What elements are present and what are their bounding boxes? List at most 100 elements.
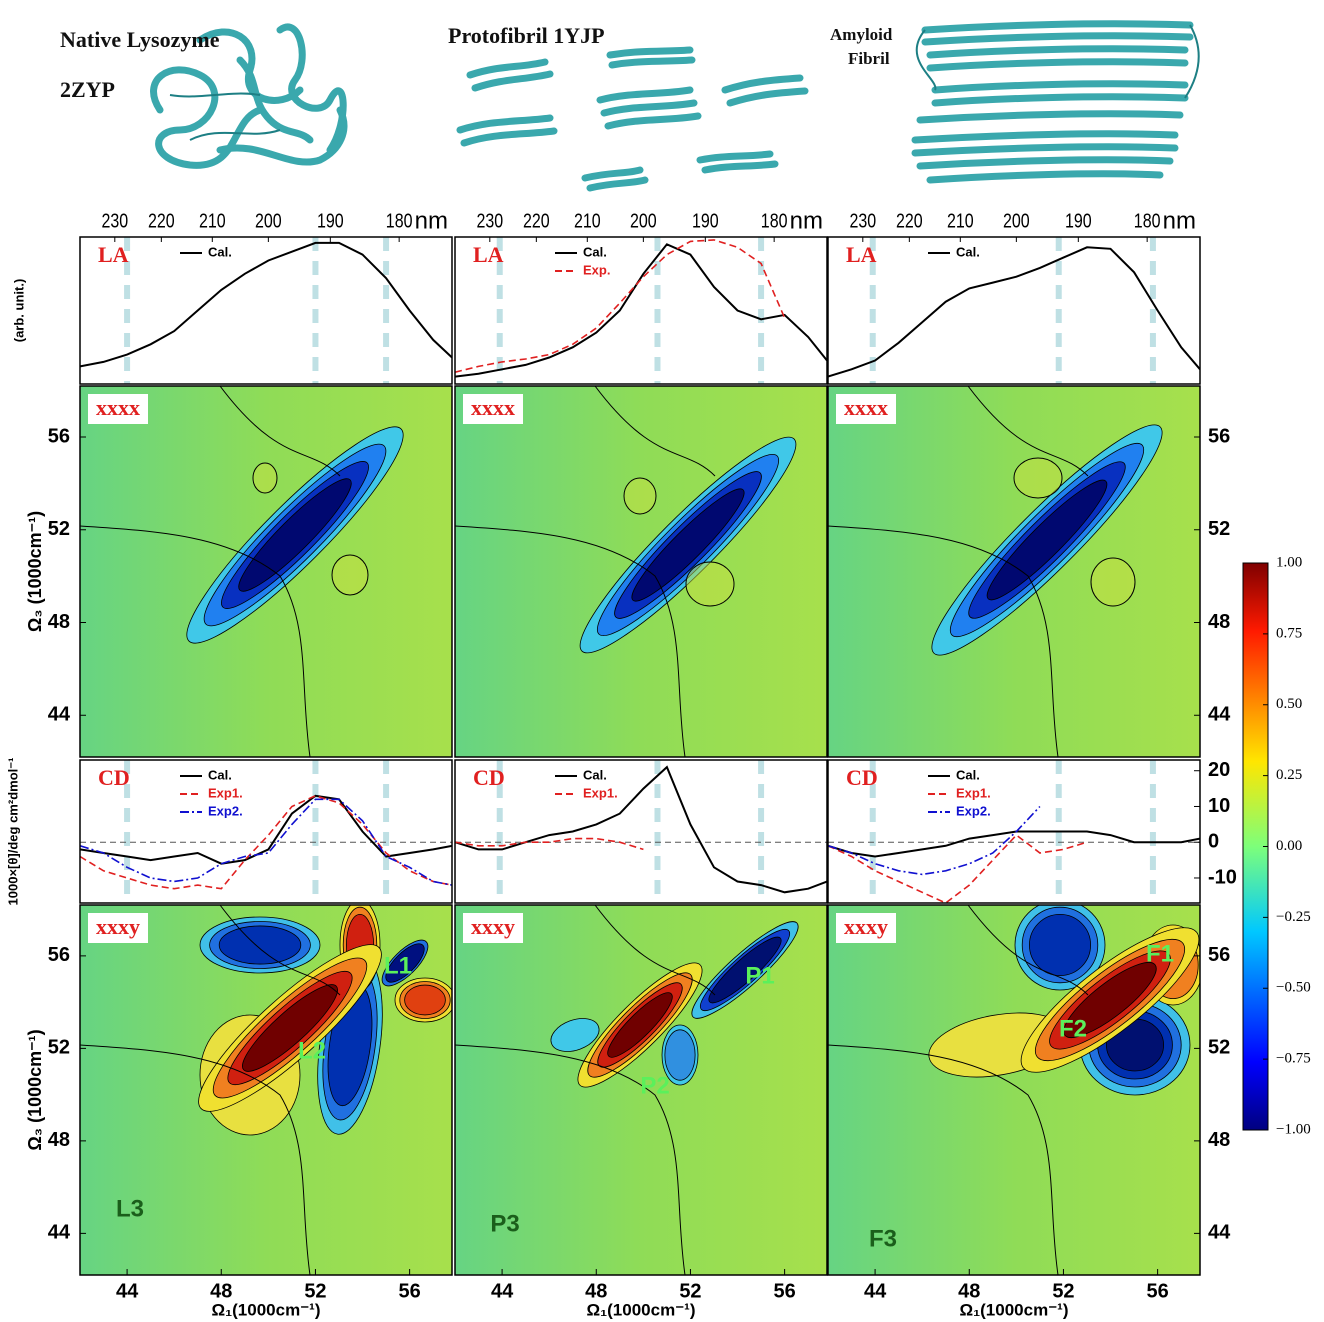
- panel: [828, 760, 1200, 903]
- top-tick-label: 200: [255, 210, 282, 232]
- y-tick-label: 0: [1208, 831, 1219, 853]
- peak-label: L2: [298, 1037, 326, 1064]
- top-tick-label: 230: [476, 210, 503, 232]
- peak-label: F2: [1059, 1015, 1087, 1042]
- contour-spot: [623, 477, 657, 515]
- panel-label: CD: [846, 765, 878, 790]
- series-line: [80, 794, 452, 890]
- panel: [828, 386, 1200, 757]
- structure-label: Native Lysozyme: [60, 27, 220, 52]
- heatmap-blob: [708, 936, 782, 1004]
- y-tick-label: 52: [48, 518, 70, 540]
- panel-frame: [79, 904, 453, 1276]
- panel-frame: [454, 759, 828, 904]
- contour-line: [455, 386, 716, 757]
- colorbar-tick-label: −0.25: [1276, 909, 1311, 925]
- structure-label: Amyloid: [830, 25, 893, 44]
- panel: [80, 237, 452, 384]
- panel: [80, 386, 452, 757]
- y-tick-label: 56: [48, 425, 70, 447]
- legend-label: Exp1.: [208, 785, 243, 800]
- top-tick-label: 200: [1003, 210, 1030, 232]
- legend-label: Cal.: [583, 244, 607, 259]
- heatmap-blob: [607, 992, 673, 1058]
- panel: [455, 760, 827, 903]
- top-tick-label: 180: [1134, 210, 1161, 232]
- structure-label: Protofibril 1YJP: [448, 23, 605, 48]
- series-line: [455, 837, 644, 851]
- heatmap-blob: [238, 478, 352, 592]
- colorbar-tick-label: 0.00: [1276, 838, 1302, 854]
- panel: [455, 237, 827, 384]
- y-tick-label: 20: [1208, 759, 1230, 781]
- panel-label-box: [88, 394, 148, 424]
- top-axis-unit: nm: [415, 207, 448, 234]
- x-tick-label: 52: [304, 1280, 326, 1302]
- top-tick-label: 230: [849, 210, 876, 232]
- peak-label: F3: [869, 1225, 897, 1252]
- series-line: [828, 805, 1041, 876]
- heatmap-blob: [404, 984, 446, 1016]
- colorbar-tick-label: 0.25: [1276, 767, 1302, 783]
- panel: [455, 386, 827, 757]
- contour-line: [828, 386, 1089, 757]
- plot-background: [455, 237, 827, 384]
- top-tick-label: 180: [761, 210, 788, 232]
- y-tick-label: 56: [1208, 425, 1230, 447]
- heatmap-blob: [242, 984, 338, 1072]
- top-tick-label: 190: [317, 210, 344, 232]
- peak-label: P2: [640, 1072, 669, 1099]
- y-tick-label: 52: [48, 1037, 70, 1059]
- panel-label-box: [88, 913, 148, 943]
- panel-label: LA: [473, 242, 504, 267]
- heatmap-blob: [385, 943, 425, 983]
- plot-background: [828, 237, 1200, 384]
- panel-frame: [827, 385, 1201, 758]
- series-line: [80, 798, 452, 886]
- heatmap-blob: [1063, 962, 1157, 1038]
- top-tick-label: 210: [947, 210, 974, 232]
- series-line: [80, 794, 452, 865]
- series-line: [80, 241, 452, 368]
- heatmap-blob: [550, 1018, 600, 1052]
- legend-label: Exp2.: [956, 803, 991, 818]
- colorbar-tick-label: 0.50: [1276, 696, 1302, 712]
- panel-frame: [827, 904, 1201, 1276]
- panel-frame: [454, 385, 828, 758]
- panel-label: xxxy: [471, 914, 515, 939]
- x-tick-label: 52: [1052, 1280, 1074, 1302]
- contour-line: [80, 386, 341, 757]
- panel: [80, 905, 452, 1275]
- top-tick-label: 210: [199, 210, 226, 232]
- panel-frame: [79, 236, 453, 385]
- series-line: [455, 243, 827, 378]
- top-tick-label: 220: [523, 210, 550, 232]
- panel-label-box: [463, 394, 523, 424]
- contour-spot: [1090, 557, 1136, 607]
- series-line: [828, 834, 1088, 903]
- legend-label: Cal.: [208, 767, 232, 782]
- x-tick-label: 44: [116, 1280, 139, 1302]
- contour-spot: [331, 554, 369, 596]
- top-axis-unit: nm: [790, 207, 823, 234]
- heatmap-blob: [218, 925, 302, 965]
- y-tick-label: 48: [48, 611, 70, 633]
- top-tick-label: 190: [1065, 210, 1092, 232]
- structure-label: 2ZYP: [60, 77, 115, 102]
- panel-label: xxxx: [96, 395, 140, 420]
- panel: [828, 905, 1200, 1275]
- x-tick-label: 52: [679, 1280, 701, 1302]
- legend-label: Exp1.: [583, 785, 618, 800]
- peak-label: P3: [490, 1210, 519, 1237]
- series-line: [828, 246, 1200, 378]
- peak-label: P1: [745, 962, 774, 989]
- top-tick-label: 220: [896, 210, 923, 232]
- y-axis-label: Ω₃ (1000cm⁻¹): [25, 511, 45, 632]
- legend-label: Cal.: [956, 244, 980, 259]
- top-tick-label: 190: [692, 210, 719, 232]
- colorbar-tick-label: 0.75: [1276, 625, 1302, 641]
- x-tick-label: 56: [398, 1280, 420, 1302]
- panel-label: LA: [98, 242, 129, 267]
- heatmap-blob: [631, 488, 745, 602]
- colorbar-tick-label: −0.75: [1276, 1051, 1311, 1067]
